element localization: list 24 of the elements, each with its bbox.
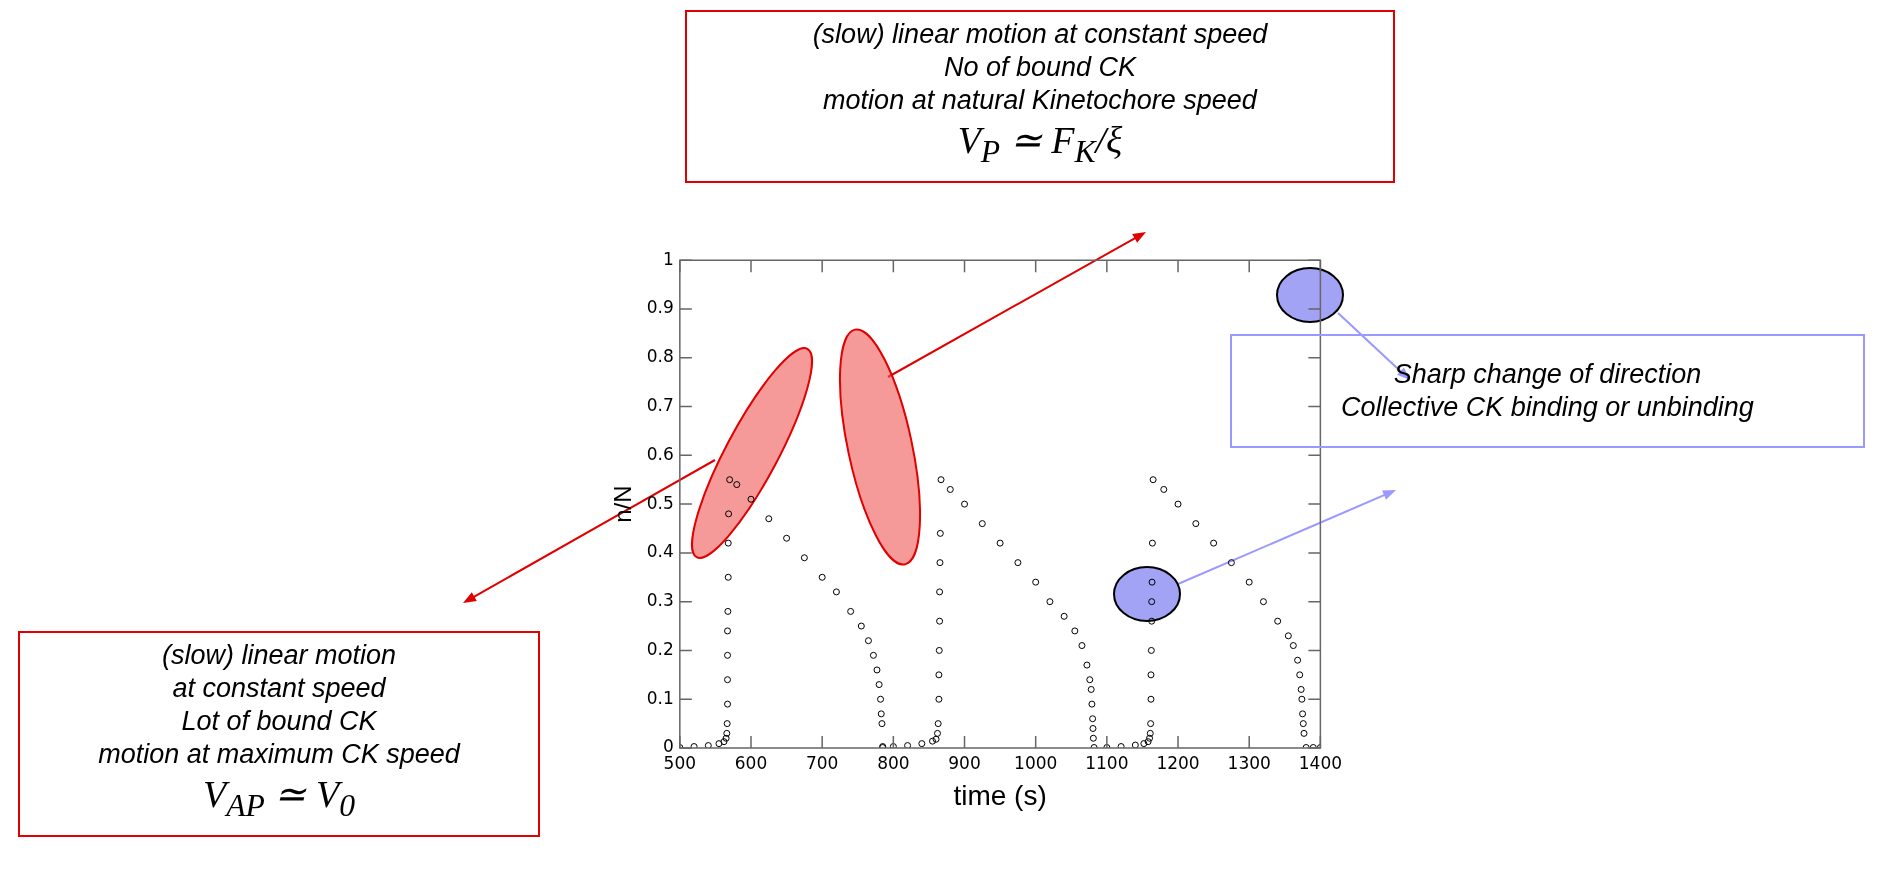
text: (slow) linear motion at constant speed Lot of bound CK motion at maximum CK speed V$_{AP}$ ≃ V$_{0}$ <box>97 639 462 825</box>
x-tick-label: 1100 <box>1085 752 1129 773</box>
x-axis-title: time (s) <box>953 779 1047 811</box>
x-tick-label: 1400 <box>1298 752 1342 773</box>
y-tick-label: 0.8 <box>646 346 674 367</box>
y-tick-label: 0.3 <box>646 590 674 611</box>
x-tick-label: 600 <box>734 752 768 773</box>
text: (slow) linear motion at constant speed No of bound CK motion at natural Kinetochore speed V$_{P}$ ≃ F$_{K}$/ξ <box>811 18 1269 171</box>
text: Sharp change of direction Collective CK binding or unbinding <box>1340 358 1755 424</box>
y-tick-label: 0.6 <box>646 443 674 464</box>
y-tick-label: 0.1 <box>646 687 674 708</box>
x-tick-label: 800 <box>877 752 910 773</box>
y-tick-label: 0.5 <box>646 492 674 513</box>
x-tick-label: 1000 <box>1014 752 1058 773</box>
y-axis-title: n/N <box>609 485 637 523</box>
x-tick-label: 700 <box>805 752 839 773</box>
y-tick-label: 0.2 <box>646 638 674 659</box>
x-tick-label: 1200 <box>1156 752 1200 773</box>
y-tick-label: 1 <box>663 248 674 269</box>
x-tick-label: 900 <box>948 752 981 773</box>
y-tick-label: 0.4 <box>646 541 674 562</box>
y-tick-label: 0.9 <box>646 297 674 318</box>
x-tick-label: 1300 <box>1227 752 1271 773</box>
y-tick-label: 0.7 <box>646 394 674 415</box>
